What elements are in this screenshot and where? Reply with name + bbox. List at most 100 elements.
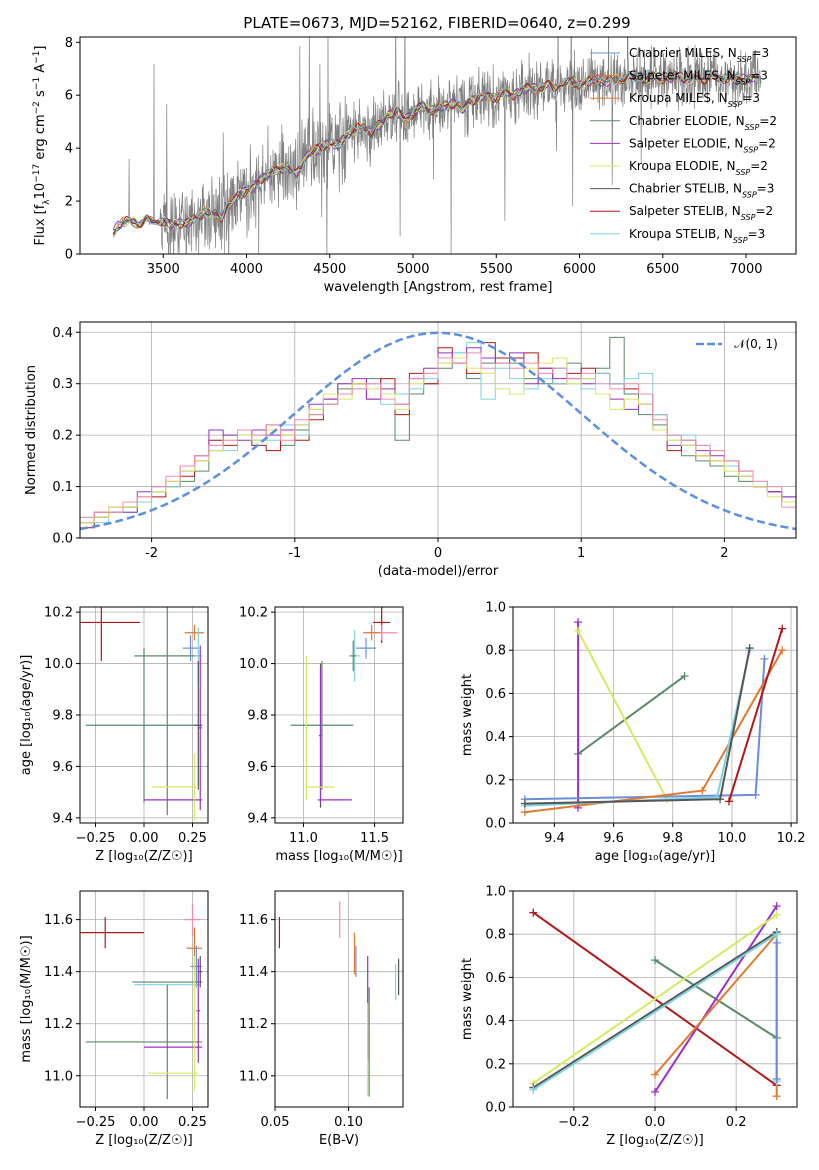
y-tick-label: 9.6 [247,760,268,775]
y-tick-label: 9.4 [52,811,73,826]
gaussian-curve [80,331,796,531]
x-tick-label: 4500 [313,262,346,277]
plot-area-spectrum [112,37,762,254]
x-axis-label: Z [log₁₀(Z/Z☉)] [95,1133,192,1148]
y-tick-label: 0.0 [485,1101,506,1116]
x-tick-label: -1 [288,546,301,561]
x-tick-label: −0.2 [558,1115,590,1130]
y-tick-label: 1.0 [485,885,506,900]
plus-marker [772,938,781,947]
y-tick-label: 9.4 [247,811,268,826]
x-tick-label: 0.0 [645,1115,666,1130]
x-axis-label: (data-model)/error [378,564,499,579]
mass-weight-series-7 [524,647,751,805]
x-axis-label: E(B-V) [319,1133,359,1148]
plus-marker [724,797,733,806]
plus-marker [751,790,760,799]
axes-spectrum: 3500 4000 4500 5000 5500 6000 6500 7000 0 2 4 6 8 wav… [32,36,797,295]
errorbar-point [290,661,354,790]
x-tick-label: −0.25 [76,1115,116,1130]
y-tick-label: 0.1 [52,480,73,495]
plus-marker [772,1092,781,1101]
x-tick-label: 0.05 [261,1115,290,1130]
model-line-kroupa-stelib [113,71,760,238]
y-axis-label: age [log₁₀(age/yr)] [19,655,34,776]
axes-age_vs_Z: −0.25 0.00 0.25 9.4 9.6 9.8 10.0 10.2 Z [log₁₀(Z… [19,606,209,864]
y-tick-label: 10.2 [44,606,73,621]
y-tick-label: 0.2 [52,429,73,444]
x-tick-label: 10.2 [777,831,806,846]
x-axis-label: mass [log₁₀(M/M☉)] [275,849,402,864]
x-tick-label: 0.25 [178,1115,207,1130]
x-tick-label: 0.00 [130,1115,159,1130]
legend-entry: Salpeter ELODIE, NSSP=2 [629,136,776,154]
errorbar-point [184,625,205,641]
legend-entry: Kroupa ELODIE, NSSP=2 [629,159,768,177]
plus-marker [651,956,659,965]
y-tick-label: 11.4 [239,965,268,980]
errorbar-point [196,958,201,1063]
errorbar-point [182,635,199,661]
y-tick-label: 9.8 [247,709,268,724]
axes-mass_vs_ebv: 0.05 0.10 11.0 11.2 11.4 11.6 E(B-V) [239,890,404,1148]
histogram-series-5 [80,352,796,518]
y-tick-label: 0.0 [52,532,73,547]
x-tick-label: 9.8 [662,831,683,846]
plus-marker [772,902,781,911]
mass-weight-series-5 [728,628,784,802]
plus-marker [772,930,781,939]
y-tick-label: 9.6 [52,760,73,775]
y-axis-label-part: −17 [32,164,42,183]
x-tick-label: 5500 [480,262,513,277]
y-tick-label: 0.8 [485,644,506,659]
x-tick-label: 5000 [396,262,429,277]
y-tick-label: 0.4 [485,1014,506,1029]
y-tick-label: 0.2 [485,773,506,788]
mass-weight-series-2 [577,630,668,800]
legend-entry: Chabrier STELIB, NSSP=3 [629,182,774,200]
y-tick-label: 10.2 [239,606,268,621]
observed-spectrum-line [112,37,762,254]
spectrum-legend: Chabrier MILES, NSSP=3 Salpeter MILES, NS… [590,46,777,244]
x-tick-label: 6000 [563,262,596,277]
plus-marker [778,646,787,655]
plot-area-residuals [80,331,796,531]
y-tick-label: 10.0 [239,657,268,672]
x-axis-label: wavelength [Angstrom, rest frame] [324,280,553,295]
plus-marker [745,644,754,653]
errorbar-point [363,625,381,641]
y-tick-label: 0.6 [485,687,506,702]
plus-marker [651,1087,659,1096]
y-tick-label: 4 [65,142,73,157]
y-tick-label: 11.2 [44,1017,73,1032]
plus-marker [680,672,689,681]
x-axis-label: Z [log₁₀(Z/Z☉)] [95,849,192,864]
plot-area-age_vs_Z [80,607,205,821]
y-axis-label-part: s [33,90,48,101]
y-axis-label-part: erg cm [33,114,48,163]
x-tick-label: 9.6 [603,831,624,846]
y-axis-label: mass weight [460,674,475,756]
mass-weight-series-4 [532,913,778,1085]
y-tick-label: 11.6 [239,913,268,928]
legend-entry: Kroupa STELIB, NSSP=3 [629,227,765,245]
axes-frame [79,890,209,1108]
legend-entry-gaussian: 𝒩(0, 1) [734,337,778,351]
plot-area-mass_vs_ebv [278,901,400,1097]
axes-massweight_vs_age: 9.4 9.6 9.8 10.0 10.2 0.0 0.2 0.4 0.6 0.8 1.0 age [… [460,601,806,865]
plus-marker [520,799,529,808]
plus-marker [651,1070,659,1079]
axes-frame [274,606,404,824]
x-tick-label: 0.25 [178,831,207,846]
y-tick-label: 0 [65,248,73,263]
legend-entry: Salpeter STELIB, NSSP=2 [629,204,773,222]
plus-marker [778,624,787,633]
x-tick-label: 11.5 [360,831,389,846]
x-axis-label: age [log₁₀(age/yr)] [595,849,716,864]
y-axis-label-part: 10 [33,183,48,200]
x-axis-label: Z [log₁₀(Z/Z☉)] [606,1133,703,1148]
y-tick-label: 11.4 [44,965,73,980]
errorbar-point [85,648,203,803]
y-axis-label-part: λ [42,199,52,205]
x-tick-label: 6500 [646,262,679,277]
